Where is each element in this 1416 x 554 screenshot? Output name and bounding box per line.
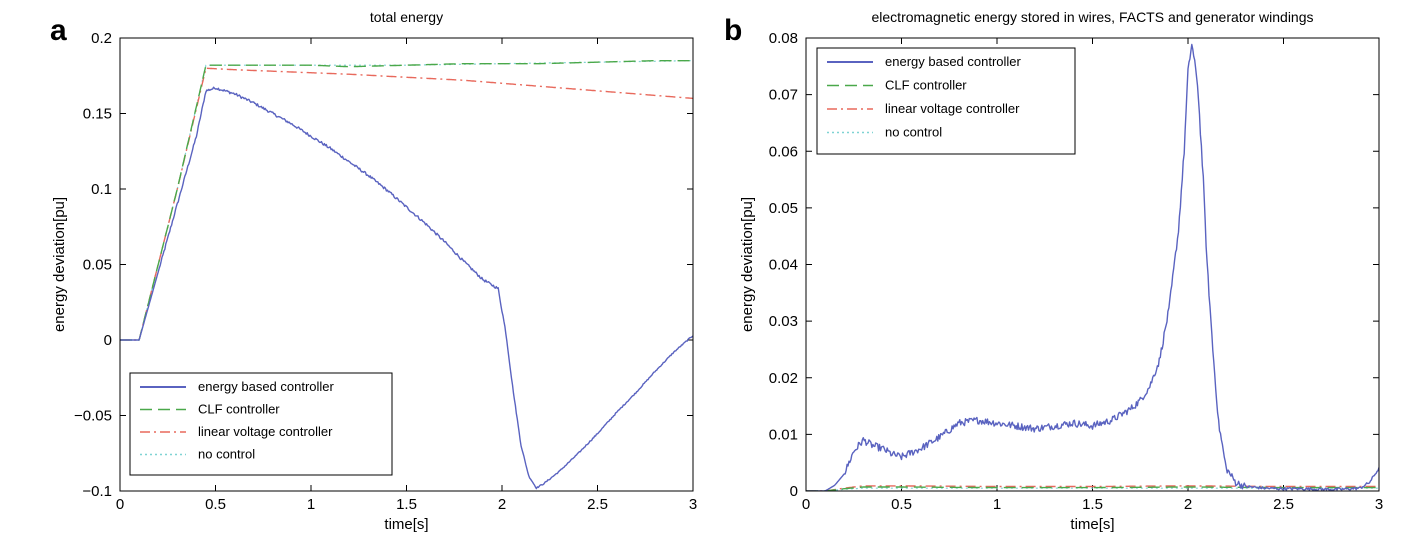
- series-line-energy-based-controller: [806, 43, 1379, 491]
- x-tick-label: 1.5: [396, 496, 417, 513]
- legend: energy based controller CLF controller lin…: [816, 47, 1076, 155]
- series-group: [120, 60, 693, 490]
- plot-frame: [119, 37, 694, 492]
- y-tick-label: 0.08: [769, 30, 798, 47]
- y-tick-label: 0.04: [769, 257, 798, 274]
- legend-box: [129, 372, 393, 476]
- x-tick-label: 2: [1184, 496, 1192, 513]
- y-tick-label: 0.05: [83, 257, 112, 274]
- y-tick-label: 0.05: [769, 200, 798, 217]
- panel-a: a total energy 0 0.5 1 1.5 2 2.5 3 −0.1 −0.05 0 0.05…: [50, 9, 697, 533]
- x-tick-label: 0: [116, 496, 124, 513]
- x-tick-label: 2.5: [587, 496, 608, 513]
- x-tick-label: 1: [307, 496, 315, 513]
- series-group: [806, 43, 1379, 491]
- series-line-linear-voltage-controller: [806, 485, 1379, 491]
- y-tick-label: 0.15: [83, 106, 112, 123]
- x-tick-label: 0.5: [205, 496, 226, 513]
- y-tick-label: −0.1: [82, 483, 112, 500]
- x-axis-label: time[s]: [1070, 516, 1114, 533]
- panel-letter: a: [50, 14, 67, 47]
- y-tick-label: 0.02: [769, 370, 798, 387]
- x-tick-label: 1: [993, 496, 1001, 513]
- legend-label: energy based controller: [198, 379, 335, 394]
- series-line-energy-based-controller: [120, 86, 693, 490]
- y-tick-label: −0.05: [74, 408, 112, 425]
- series-line-no-control: [806, 487, 1379, 491]
- x-tick-label: 1.5: [1082, 496, 1103, 513]
- panel-b: b electromagnetic energy stored in wires,…: [724, 9, 1383, 533]
- y-tick-label: 0: [790, 483, 798, 500]
- x-tick-label: 3: [689, 496, 697, 513]
- plot-frame: [805, 37, 1380, 492]
- legend-label: linear voltage controller: [198, 424, 333, 439]
- y-tick-label: 0.06: [769, 143, 798, 160]
- y-tick-label: 0.1: [91, 181, 112, 198]
- legend-label: CLF controller: [885, 78, 967, 93]
- legend: energy based controller CLF controller lin…: [129, 372, 393, 476]
- x-tick-label: 2.5: [1273, 496, 1294, 513]
- legend-label: CLF controller: [198, 402, 280, 417]
- x-tick-label: 3: [1375, 496, 1383, 513]
- x-tick-label: 0: [802, 496, 810, 513]
- x-axis-label: time[s]: [384, 516, 428, 533]
- legend-label: energy based controller: [885, 54, 1022, 69]
- y-tick-label: 0.03: [769, 313, 798, 330]
- chart-title: total energy: [370, 9, 443, 25]
- legend-label: no control: [198, 447, 255, 462]
- y-tick-label: 0: [104, 332, 112, 349]
- y-tick-label: 0.01: [769, 426, 798, 443]
- series-line-CLF-controller: [806, 486, 1379, 491]
- legend-box: [816, 47, 1076, 155]
- chart-title: electromagnetic energy stored in wires, …: [872, 9, 1314, 25]
- y-tick-label: 0.2: [91, 30, 112, 47]
- legend-label: linear voltage controller: [885, 101, 1020, 116]
- panel-letter: b: [724, 14, 742, 47]
- series-line-linear-voltage-controller: [120, 67, 693, 341]
- x-tick-label: 0.5: [891, 496, 912, 513]
- y-axis-label: energy deviation[pu]: [51, 197, 68, 332]
- series-line-CLF-controller: [120, 60, 693, 341]
- legend-label: no control: [885, 125, 942, 140]
- y-tick-label: 0.07: [769, 87, 798, 104]
- x-tick-label: 2: [498, 496, 506, 513]
- y-axis-label: energy deviation[pu]: [739, 197, 756, 332]
